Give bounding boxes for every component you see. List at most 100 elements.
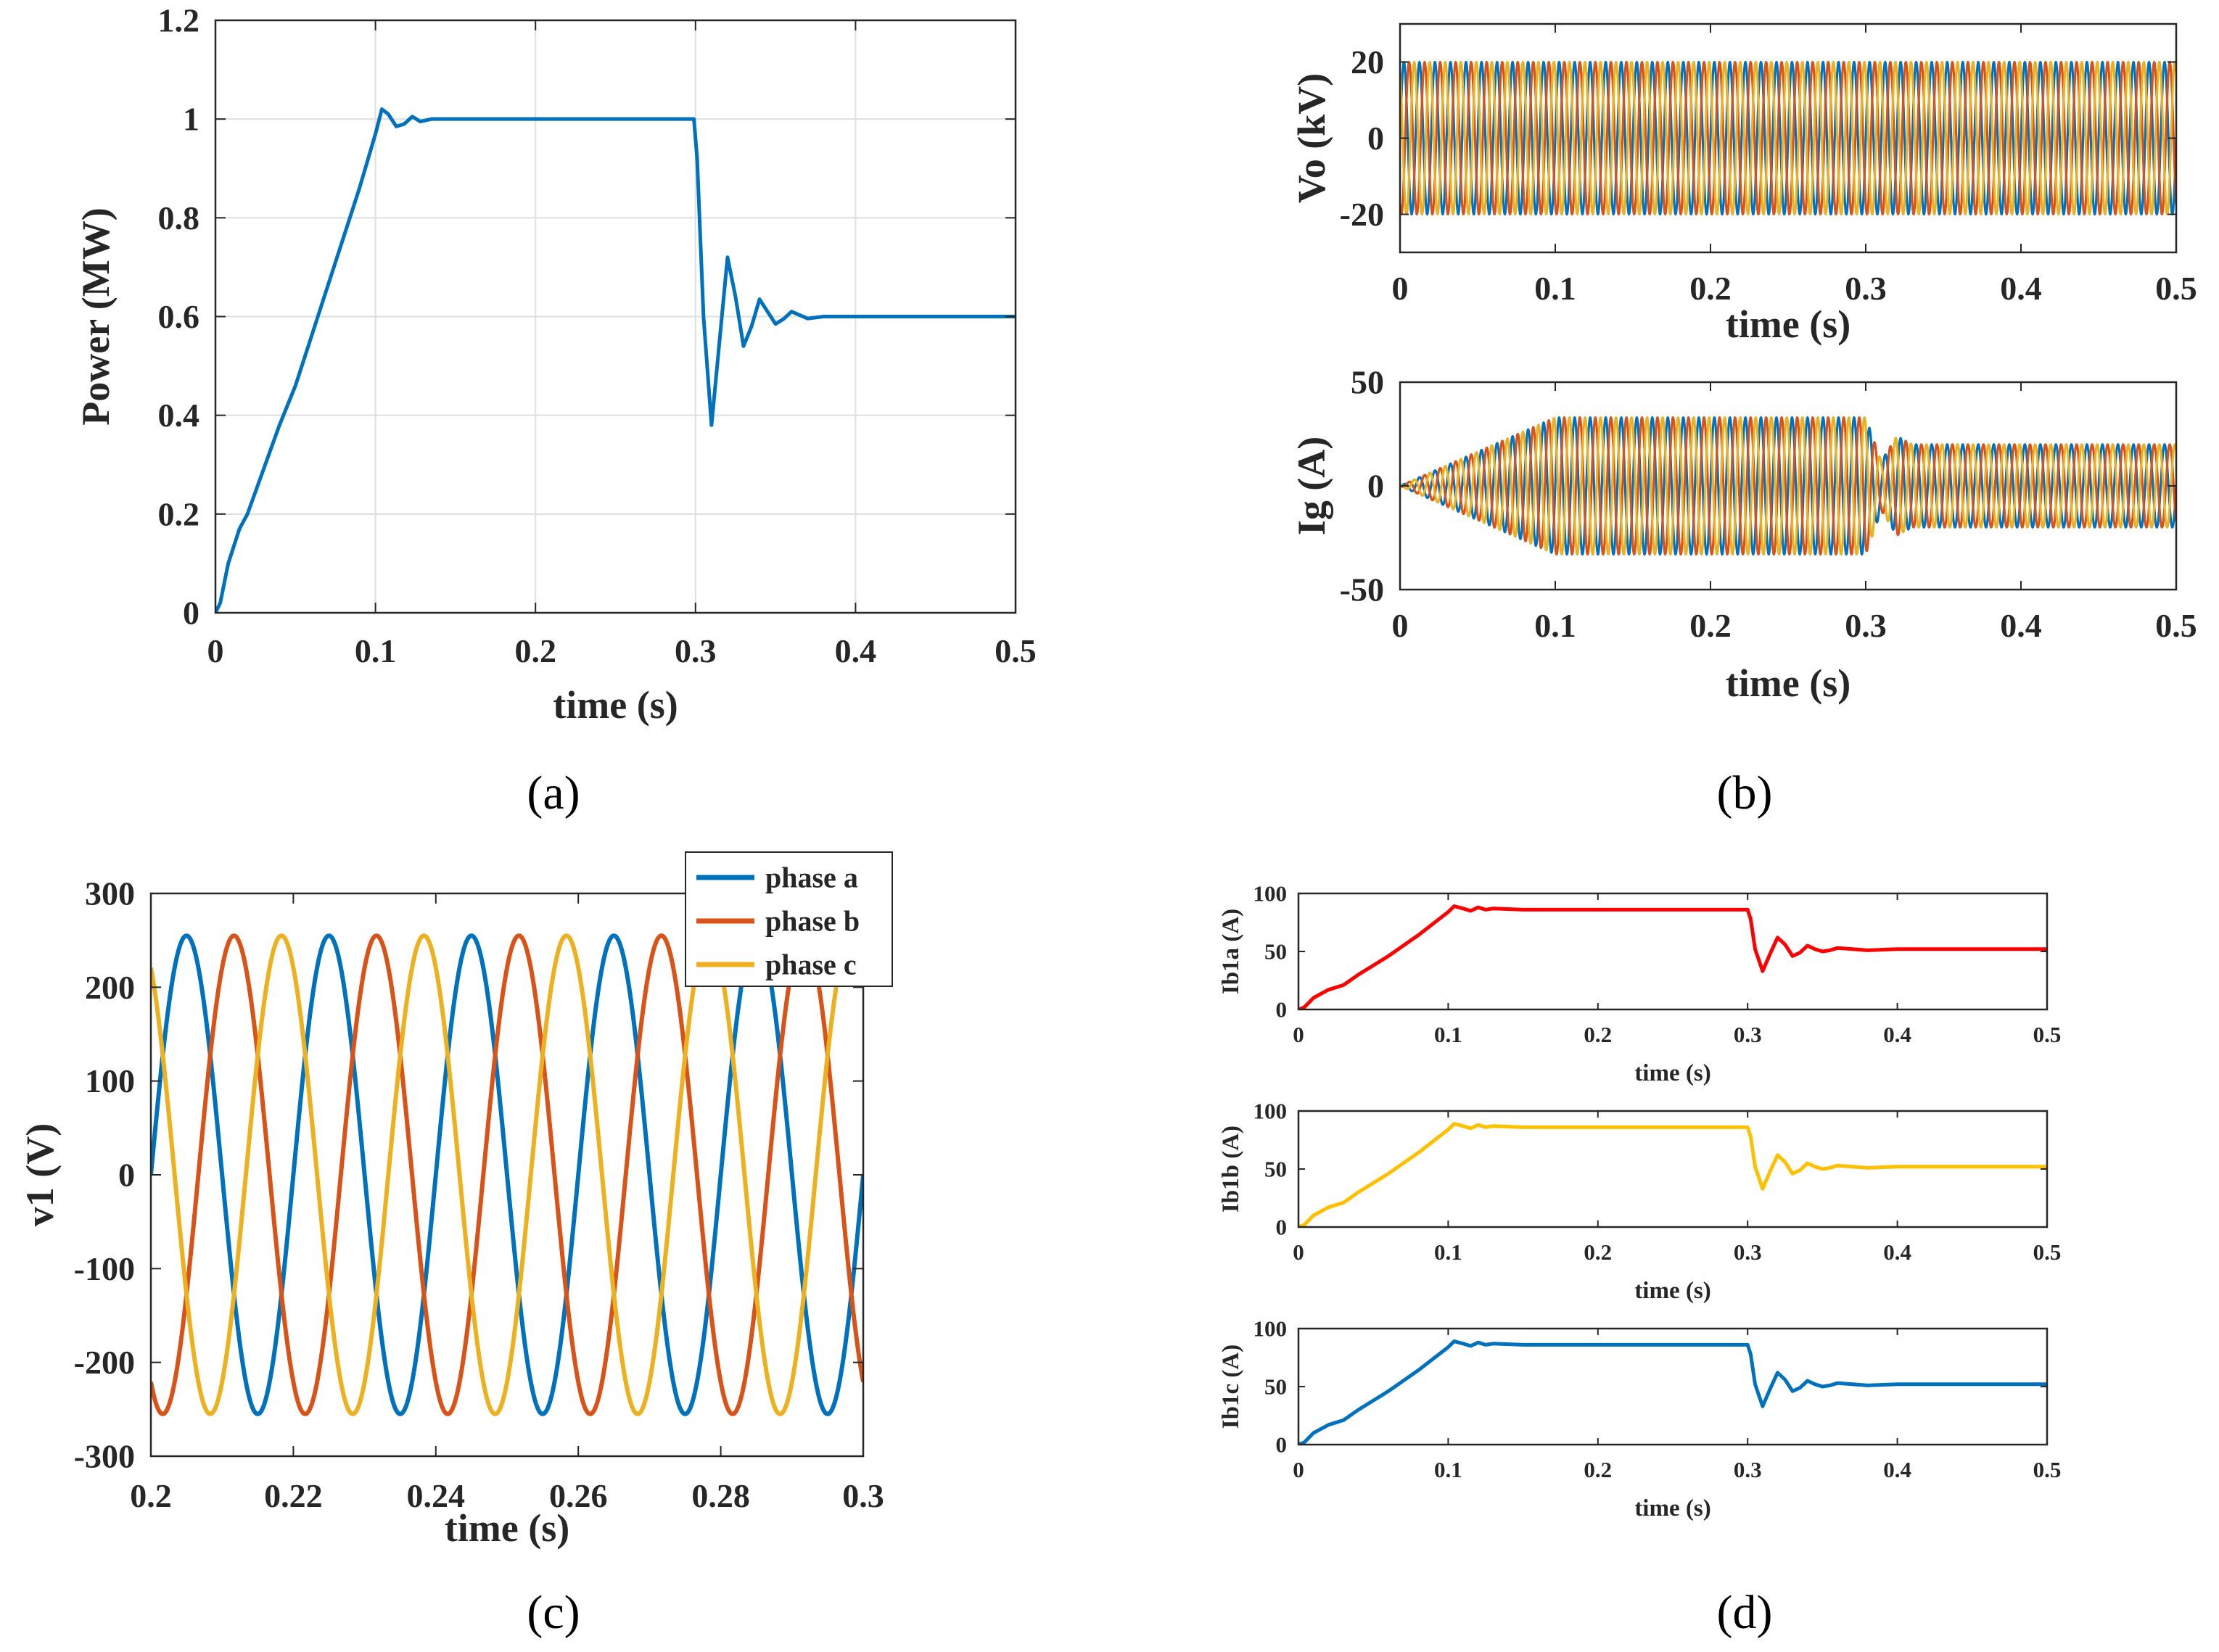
x-tick-label: 0.26 [549,1477,608,1514]
legend-entry: phase b [765,905,860,938]
x-tick-label: 0.2 [1689,270,1732,307]
y-tick-label: 0 [1367,468,1384,505]
y-tick-label: -50 [1340,571,1384,608]
panel-caption-b2: (b) [1717,767,1773,819]
y-tick-label: 0 [183,595,199,632]
y-tick-label: 50 [1351,364,1384,401]
y-tick-label: 0.8 [158,199,200,236]
axes-frame [1297,1327,2049,1446]
x-tick-label: 0.3 [1734,1239,1762,1265]
y-axis-label: Vo (kV) [1290,73,1333,204]
x-tick-label: 0.4 [2000,607,2042,644]
x-tick-label: 0.2 [130,1477,172,1514]
x-tick-label: 0.3 [1734,1022,1762,1047]
x-tick-label: 0.3 [675,632,717,669]
plot-area [151,933,863,1416]
x-axis-label: time (s) [1726,302,1850,346]
y-axis-label: Power (MW) [74,207,118,425]
y-tick-label: 0.6 [158,298,200,335]
x-tick-label: 0.3 [1845,607,1887,644]
plot-area [1298,1122,2047,1227]
y-tick-label: 1.2 [158,2,200,39]
x-axis-label: time (s) [1634,1495,1710,1521]
y-tick-label: 100 [1253,1099,1288,1124]
series-line-Ib1a [1298,904,2047,1009]
x-tick-label: 0 [207,632,224,669]
x-tick-label: 0 [1392,270,1409,307]
x-tick-label: 0.5 [2033,1022,2062,1047]
axes-frame [214,19,1017,614]
series-line-phase-b [151,933,863,1416]
y-tick-label: 0 [1276,997,1288,1023]
chart-panel-a: 0 0.1 0.2 0.3 0.4 0.5 0 0.2 0.4 0.6 0.8 1 1.2 time (s… [74,2,1037,820]
series-line-Ib1b [1298,1122,2047,1227]
chart-panel-d2: 0 0.1 0.2 0.3 0.4 0.5 0 50 100 time (s) Ib1b (A) [1218,1099,2061,1305]
x-tick-label: 0.1 [1434,1239,1462,1265]
x-tick-label: 0.24 [407,1477,466,1514]
y-axis-label: Ib1a (A) [1218,909,1244,994]
panel-caption-a: (a) [527,767,580,819]
series-line-Ib1c [1298,1339,2047,1445]
series-line-phase-c [151,933,863,1416]
y-tick-label: 100 [1253,881,1288,906]
y-tick-label: 100 [85,1062,135,1099]
x-tick-label: 0.4 [835,632,877,669]
x-tick-label: 0.2 [1584,1239,1612,1265]
series-line-phase-c [1400,60,2176,216]
y-tick-label: 20 [1351,44,1384,80]
plot-area [1400,416,2176,556]
x-axis-label: time (s) [1634,1278,1710,1304]
y-tick-label: -20 [1340,196,1384,233]
y-tick-label: -300 [74,1438,135,1475]
x-tick-label: 0 [1392,607,1409,644]
x-tick-label: 0.1 [1434,1022,1462,1047]
chart-panel-d3: 0 0.1 0.2 0.3 0.4 0.5 0 50 100 time (s) Ib1c (A) (d… [1218,1316,2061,1640]
x-tick-label: 0.4 [2000,270,2042,307]
x-tick-label: 0.3 [1845,270,1887,307]
plot-area [1298,904,2047,1009]
x-tick-label: 0.1 [1534,270,1576,307]
x-tick-label: 0.4 [1883,1239,1911,1265]
y-tick-label: 0 [118,1157,135,1194]
y-tick-label: 50 [1264,939,1287,965]
chart-panel-d1: 0 0.1 0.2 0.3 0.4 0.5 0 50 100 time (s) Ib1a (A) [1218,881,2061,1087]
y-axis-label: Ib1c (A) [1218,1345,1244,1429]
x-tick-label: 0.5 [995,632,1037,669]
plot-area [1298,1339,2047,1445]
x-axis-label: time (s) [553,683,678,727]
panel-caption-c: (c) [527,1586,580,1639]
series-line-phase-b [1400,60,2176,216]
x-tick-label: 0.1 [355,632,397,669]
legend: phase a phase b phase c [685,851,893,987]
series-line-Power [215,107,1016,613]
y-tick-label: 0 [1276,1432,1288,1458]
y-tick-label: 200 [85,969,135,1006]
y-tick-label: 0 [1367,120,1384,157]
axes-frame [1399,22,2178,254]
y-tick-label: 1 [183,101,199,138]
x-tick-label: 0.28 [691,1477,750,1514]
plot-area [1400,60,2176,216]
y-tick-label: 50 [1264,1157,1287,1182]
y-axis-label: Ib1b (A) [1218,1126,1244,1213]
y-axis-label: v1 (V) [18,1123,62,1226]
x-tick-label: 0.2 [1584,1022,1612,1047]
y-tick-label: 50 [1264,1374,1287,1400]
x-tick-label: 0.2 [514,632,556,669]
y-axis-label: Ig (A) [1290,437,1333,535]
x-axis-label: time (s) [1726,661,1850,705]
chart-panel-c: 0.2 0.22 0.24 0.26 0.28 0.3 -300 -200 -100 0 100 20… [18,851,893,1639]
x-tick-label: 0.5 [2033,1457,2062,1482]
series-line-phase-a [151,933,863,1416]
legend-entry: phase c [765,949,857,981]
axes-frame [1297,1110,2049,1228]
y-tick-label: -100 [74,1250,135,1287]
x-tick-label: 0.5 [2155,607,2197,644]
plot-area [215,107,1016,613]
y-tick-label: -200 [74,1344,135,1381]
x-tick-label: 0.2 [1689,607,1732,644]
x-tick-label: 0.5 [2155,270,2197,307]
